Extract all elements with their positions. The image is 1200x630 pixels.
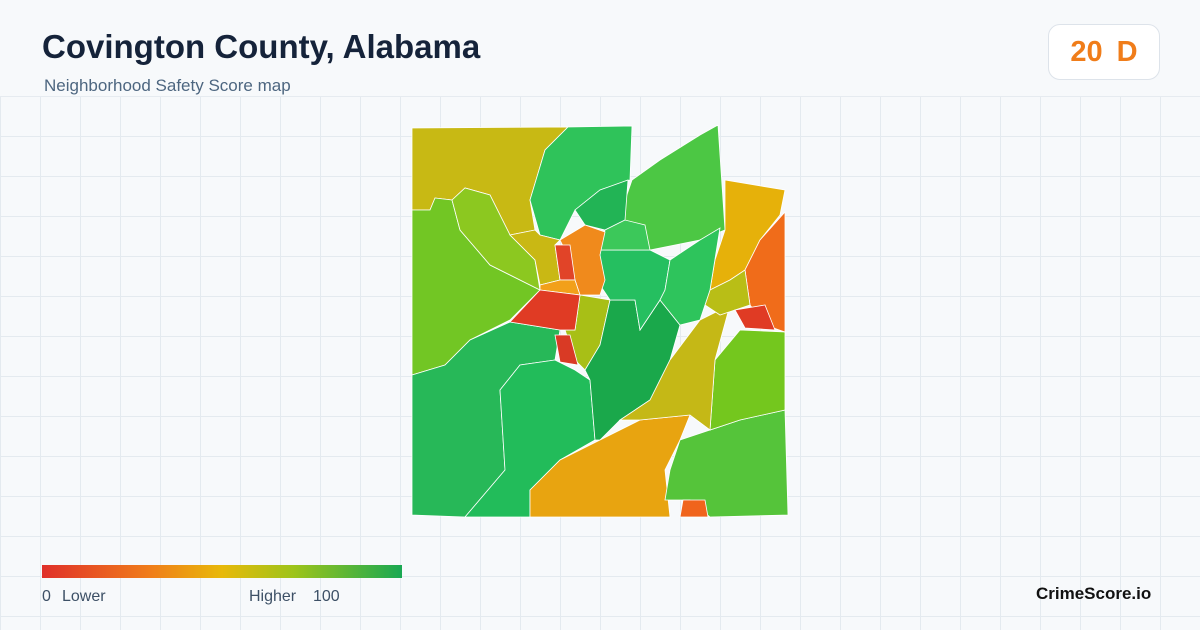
brand: CrimeScore.io [1036, 584, 1152, 603]
score-grade: D [1116, 35, 1138, 68]
legend-max: 100 [313, 588, 340, 605]
legend-min: 0 [42, 588, 51, 605]
legend-max-label: Higher [249, 588, 297, 605]
score-value: 20 [1070, 35, 1103, 68]
score-badge: 20 D [1048, 24, 1160, 80]
header: Covington County, Alabama Neighborhood S… [0, 0, 1200, 97]
subtitle: Neighborhood Safety Score map [44, 76, 291, 95]
legend-min-label: Lower [62, 588, 106, 605]
legend-gradient [42, 565, 402, 578]
title: Covington County, Alabama [42, 28, 481, 65]
